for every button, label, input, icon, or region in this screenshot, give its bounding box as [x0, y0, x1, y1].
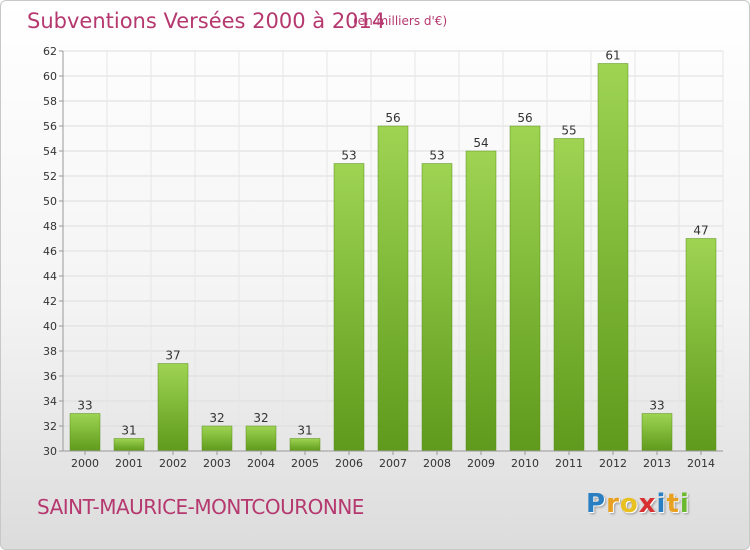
bar-value-label: 31 — [121, 424, 136, 438]
y-tick-label: 36 — [43, 370, 57, 383]
y-tick-label: 50 — [43, 195, 57, 208]
x-tick-label: 2004 — [247, 457, 275, 470]
bar-2004 — [245, 425, 277, 452]
y-tick-label: 46 — [43, 245, 57, 258]
commune-name: SAINT-MAURICE-MONTCOURONNE — [37, 495, 364, 519]
y-tick-label: 48 — [43, 220, 57, 233]
bar-value-label: 32 — [209, 411, 224, 425]
x-tick-label: 2010 — [511, 457, 539, 470]
bar-value-label: 31 — [297, 424, 312, 438]
bars — [69, 63, 717, 452]
bar-2005 — [289, 438, 321, 452]
bar-value-label: 37 — [165, 349, 180, 363]
y-tick-label: 62 — [43, 45, 57, 58]
bar-2012 — [597, 63, 629, 452]
x-tick-label: 2003 — [203, 457, 231, 470]
x-tick-label: 2005 — [291, 457, 319, 470]
y-tick-label: 40 — [43, 320, 57, 333]
bar-value-label: 54 — [473, 136, 488, 150]
bar-2009 — [465, 150, 497, 452]
logo-letter: t — [666, 489, 680, 519]
y-tick-label: 60 — [43, 70, 57, 83]
bar-2000 — [69, 413, 101, 452]
chart-subtitle: (en milliers d'€) — [353, 14, 448, 28]
bar-2003 — [201, 425, 233, 452]
bar-2008 — [421, 163, 453, 452]
bar-value-label: 53 — [341, 149, 356, 163]
bar-value-label: 61 — [605, 49, 620, 63]
logo-letter: i — [679, 489, 690, 519]
logo-letter: P — [586, 489, 607, 519]
y-tick-label: 44 — [43, 270, 57, 283]
bar-2001 — [113, 438, 145, 452]
bar-value-label: 33 — [77, 399, 92, 413]
bar-value-label: 55 — [561, 124, 576, 138]
logo-letter: i — [656, 489, 667, 519]
x-tick-label: 2006 — [335, 457, 363, 470]
logo-letter: r — [606, 489, 620, 519]
y-tick-label: 52 — [43, 170, 57, 183]
y-tick-label: 42 — [43, 295, 57, 308]
bar-2006 — [333, 163, 365, 452]
bar-value-label: 47 — [693, 224, 708, 238]
bar-2011 — [553, 138, 585, 452]
x-tick-label: 2009 — [467, 457, 495, 470]
bar-value-label: 32 — [253, 411, 268, 425]
axes — [59, 50, 723, 455]
bar-value-label: 33 — [649, 399, 664, 413]
logo-letter: x — [638, 489, 657, 519]
x-tick-label: 2000 — [71, 457, 99, 470]
bar-2013 — [641, 413, 673, 452]
bar-2010 — [509, 125, 541, 452]
x-tick-label: 2013 — [643, 457, 671, 470]
labels: 30 32 34 36 38 40 42 44 46 48 50 52 54 56 58 60 62 33 2000… — [43, 45, 715, 470]
y-tick-label: 56 — [43, 120, 57, 133]
y-tick-label: 34 — [43, 395, 57, 408]
chart-title: Subventions Versées 2000 à 2014 — [27, 9, 386, 33]
bar-value-label: 56 — [385, 111, 400, 125]
bar-value-label: 53 — [429, 149, 444, 163]
x-tick-label: 2012 — [599, 457, 627, 470]
x-tick-label: 2011 — [555, 457, 583, 470]
bar-2002 — [157, 363, 189, 452]
y-tick-label: 38 — [43, 345, 57, 358]
x-tick-label: 2014 — [687, 457, 715, 470]
bar-2014 — [685, 238, 717, 452]
y-tick-label: 30 — [43, 445, 57, 458]
x-tick-label: 2002 — [159, 457, 187, 470]
y-tick-label: 54 — [43, 145, 57, 158]
proxiti-logo[interactable]: Proxiti — [586, 489, 690, 519]
x-tick-label: 2007 — [379, 457, 407, 470]
bar-2007 — [377, 125, 409, 452]
x-tick-label: 2001 — [115, 457, 143, 470]
x-tick-label: 2008 — [423, 457, 451, 470]
y-tick-label: 32 — [43, 420, 57, 433]
y-tick-label: 58 — [43, 95, 57, 108]
bar-value-label: 56 — [517, 111, 532, 125]
logo-letter: o — [619, 489, 639, 519]
